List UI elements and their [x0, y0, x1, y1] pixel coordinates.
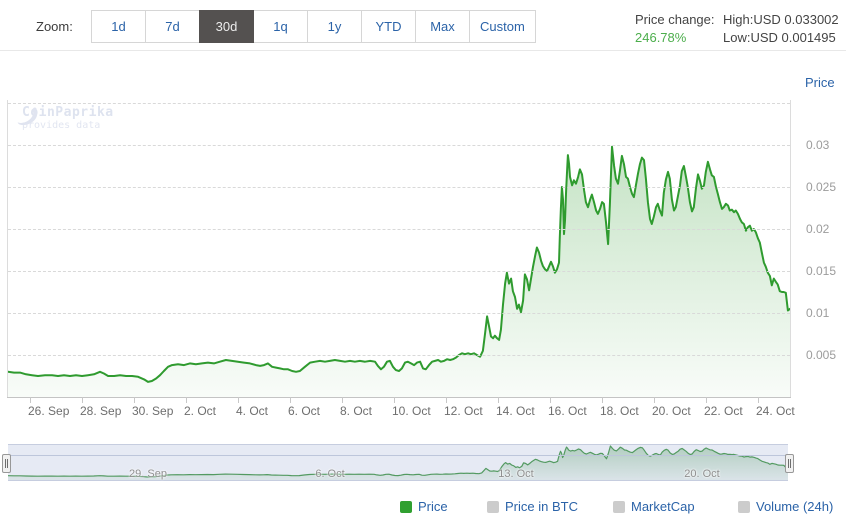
gridline: [8, 145, 790, 146]
navigator-left-handle[interactable]: [2, 454, 11, 473]
y-axis-label: 0.025: [806, 180, 837, 194]
zoom-button-1d[interactable]: 1d: [91, 10, 146, 43]
y-axis-label: 0.02: [806, 222, 830, 236]
zoom-button-ytd[interactable]: YTD: [361, 10, 416, 43]
x-axis-label: 22. Oct: [704, 404, 743, 418]
plot-area[interactable]: CoinPaprika provides data: [7, 100, 791, 397]
legend-swatch-icon: [613, 500, 625, 513]
x-axis-tick: [394, 397, 395, 403]
legend-label: MarketCap: [631, 499, 695, 514]
x-axis-tick: [134, 397, 135, 403]
legend-item-volume-24h-[interactable]: Volume (24h): [738, 499, 833, 514]
y-axis-title: Price: [805, 75, 835, 90]
y-axis-label: 0.01: [806, 306, 830, 320]
x-axis-label: 14. Oct: [496, 404, 535, 418]
zoom-button-max[interactable]: Max: [415, 10, 470, 43]
zoom-button-custom[interactable]: Custom: [469, 10, 536, 43]
zoom-button-1q[interactable]: 1q: [253, 10, 308, 43]
x-axis-label: 24. Oct: [756, 404, 795, 418]
high-value: High:USD 0.033002: [723, 12, 839, 27]
x-axis-tick: [82, 397, 83, 403]
x-axis-label: 12. Oct: [444, 404, 483, 418]
x-axis-tick: [758, 397, 759, 403]
x-axis-tick: [654, 397, 655, 403]
y-axis-label: 0.005: [806, 348, 837, 362]
legend-label: Price: [418, 499, 448, 514]
x-axis-label: 2. Oct: [184, 404, 217, 418]
navigator-right-handle[interactable]: [785, 454, 794, 473]
navigator[interactable]: 29. Sep 6. Oct 13. Oct 20. Oct: [2, 444, 794, 481]
legend-item-marketcap[interactable]: MarketCap: [613, 499, 695, 514]
legend-label: Volume (24h): [756, 499, 834, 514]
gridline: [8, 313, 790, 314]
x-axis-label: 8. Oct: [340, 404, 373, 418]
legend-label: Price in BTC: [505, 499, 578, 514]
x-axis-tick: [186, 397, 187, 403]
legend-swatch-icon: [400, 500, 412, 513]
legend-item-price-in-btc[interactable]: Price in BTC: [487, 499, 578, 514]
x-axis-label: 4. Oct: [236, 404, 269, 418]
x-axis-label: 16. Oct: [548, 404, 587, 418]
navigator-series: [8, 445, 788, 480]
x-axis-tick: [342, 397, 343, 403]
x-axis-tick: [290, 397, 291, 403]
price-change-value: 246.78%: [635, 30, 687, 45]
legend-swatch-icon: [738, 500, 750, 513]
low-value: Low:USD 0.001495: [723, 30, 836, 45]
zoom-button-row: 1d 7d 30d 1q 1y YTD Max Custom: [91, 10, 536, 43]
x-axis-tick: [446, 397, 447, 403]
navigator-axis-label: 20. Oct: [684, 468, 720, 480]
x-axis-tick: [602, 397, 603, 403]
zoom-button-7d[interactable]: 7d: [145, 10, 200, 43]
navigator-axis-label: 6. Oct: [315, 468, 345, 480]
x-axis-label: 20. Oct: [652, 404, 691, 418]
x-axis-tick: [30, 397, 31, 403]
x-axis-line: [7, 397, 791, 398]
y-axis-label: 0.015: [806, 264, 837, 278]
x-axis-label: 30. Sep: [132, 404, 174, 418]
x-axis-label: 18. Oct: [600, 404, 639, 418]
gridline: [8, 187, 790, 188]
zoom-button-30d[interactable]: 30d: [199, 10, 254, 43]
navigator-axis-label: 29. Sep: [129, 468, 167, 480]
gridline: [8, 229, 790, 230]
x-axis-label: 26. Sep: [28, 404, 70, 418]
price-change-label: Price change:: [635, 12, 715, 27]
x-axis-tick: [238, 397, 239, 403]
x-axis-tick: [550, 397, 551, 403]
navigator-axis-label: 13. Oct: [498, 468, 534, 480]
y-axis-label: 0.03: [806, 138, 830, 152]
toolbar: Zoom: 1d 7d 30d 1q 1y YTD Max Custom Price chan…: [0, 0, 846, 51]
x-axis-tick: [706, 397, 707, 403]
x-axis-label: 28. Sep: [80, 404, 122, 418]
navigator-mask[interactable]: [8, 444, 788, 481]
x-axis-label: 10. Oct: [392, 404, 431, 418]
x-axis-tick: [498, 397, 499, 403]
navigator-outline: [8, 455, 788, 456]
gridline: [8, 103, 790, 104]
gridline: [8, 271, 790, 272]
x-axis-label: 6. Oct: [288, 404, 321, 418]
legend-swatch-icon: [487, 500, 499, 513]
gridline: [8, 355, 790, 356]
zoom-button-1y[interactable]: 1y: [307, 10, 362, 43]
zoom-label: Zoom:: [36, 19, 73, 34]
legend-item-price[interactable]: Price: [400, 499, 448, 514]
